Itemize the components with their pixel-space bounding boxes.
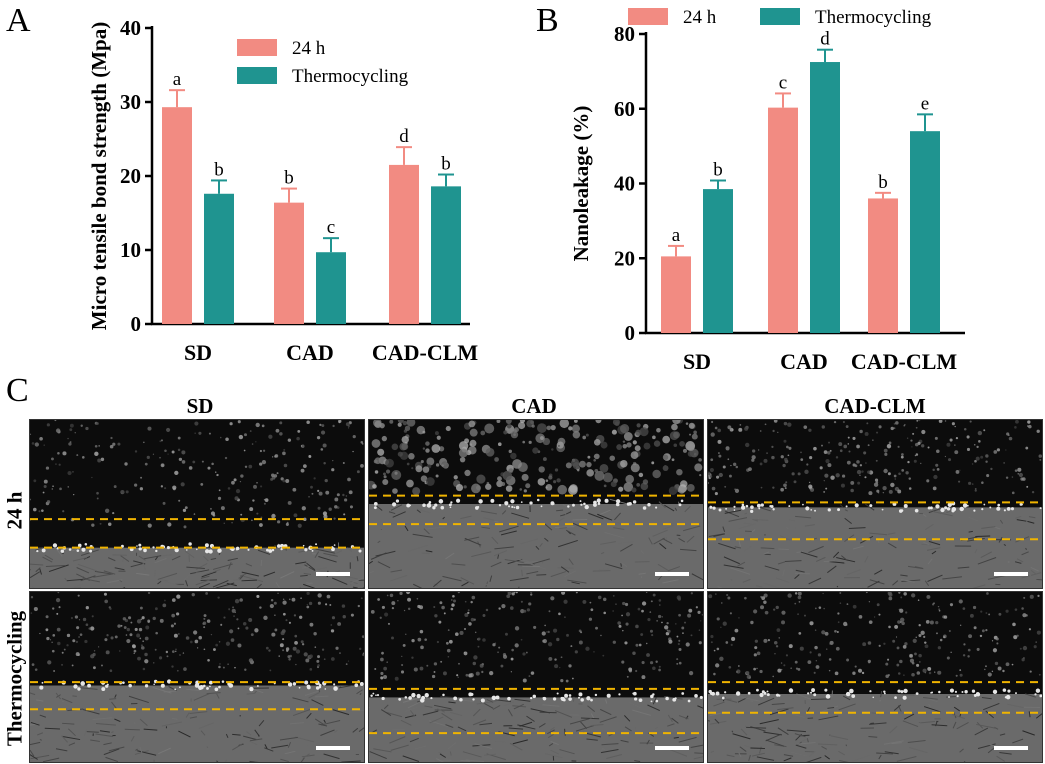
chart-a: 0 10 20 30 40 Micro tensile bond strength (Mp… [87, 16, 479, 365]
column-title-sd: SD [186, 394, 214, 418]
y-axis-label: Nanoleakage (%) [569, 106, 593, 262]
scale-bar [994, 572, 1028, 576]
y-tick-label: 60 [614, 97, 635, 121]
panel-label-b: B [536, 2, 559, 39]
significance-letter: b [214, 159, 224, 180]
legend-swatch [760, 8, 800, 25]
panel-label-c: C [6, 372, 29, 409]
micrograph-thermocycling-cad [368, 591, 704, 763]
scale-bar [316, 746, 350, 750]
y-tick-label: 20 [614, 246, 635, 270]
bar [162, 107, 192, 325]
row-title-thermocycling: Thermocycling [2, 610, 27, 747]
significance-letter: c [327, 217, 335, 238]
scale-bar [316, 572, 350, 576]
y-tick-label: 20 [120, 164, 141, 188]
legend-label: 24 h [292, 38, 326, 59]
micrograph-thermocycling-sd [29, 591, 365, 763]
legend-label: Thermocycling [815, 7, 932, 28]
x-tick-label: SD [683, 349, 711, 374]
legend-swatch [237, 67, 277, 84]
panel-label-a: A [6, 2, 31, 39]
column-title-cad-clm: CAD-CLM [824, 394, 926, 418]
micrograph-thermocycling-cad-clm [707, 591, 1043, 763]
x-tick-label: CAD [780, 349, 828, 374]
scale-bar [994, 746, 1028, 750]
bar [910, 131, 940, 333]
chart-b: 0 20 40 60 80 Nanoleakage (%) a b SD c d CAD b e CAD-C… [569, 7, 965, 374]
bar [810, 62, 840, 333]
significance-letter: a [173, 69, 182, 90]
y-tick-label: 40 [614, 172, 635, 196]
scale-bar [655, 572, 689, 576]
column-title-cad: CAD [511, 394, 557, 418]
micrograph-24h-cad-clm [707, 419, 1043, 589]
bar [703, 189, 733, 333]
x-tick-label: CAD-CLM [851, 349, 958, 374]
x-tick-label: CAD [286, 340, 334, 365]
significance-letter: b [441, 154, 451, 175]
significance-letter: b [713, 160, 723, 181]
legend-label: 24 h [683, 7, 717, 28]
significance-letter: a [672, 225, 681, 246]
y-tick-label: 40 [120, 16, 141, 40]
x-tick-label: CAD-CLM [372, 340, 479, 365]
row-title-24h: 24 h [2, 491, 27, 530]
bar [204, 193, 234, 324]
bar [868, 198, 898, 333]
bar [274, 202, 304, 324]
legend-swatch [237, 39, 277, 56]
y-tick-label: 80 [614, 22, 635, 46]
x-tick-label: SD [184, 340, 212, 365]
significance-letter: d [399, 126, 409, 147]
legend-label: Thermocycling [292, 66, 409, 87]
micrograph-24h-sd [29, 419, 365, 589]
bar [316, 252, 346, 324]
significance-letter: d [820, 29, 830, 50]
bar [661, 256, 691, 333]
bar [431, 186, 461, 324]
bar [389, 164, 419, 324]
significance-letter: b [284, 168, 294, 189]
significance-letter: b [878, 172, 888, 193]
micrograph-24h-cad [368, 419, 704, 589]
scale-bar [655, 746, 689, 750]
y-tick-label: 0 [625, 321, 636, 345]
y-tick-label: 30 [120, 90, 141, 114]
y-tick-label: 0 [131, 312, 142, 336]
y-axis-label: Micro tensile bond strength (Mpa) [87, 22, 111, 330]
y-tick-label: 10 [120, 238, 141, 262]
significance-letter: c [779, 72, 787, 93]
bar [768, 107, 798, 333]
legend-swatch [628, 8, 668, 25]
significance-letter: e [921, 93, 929, 114]
